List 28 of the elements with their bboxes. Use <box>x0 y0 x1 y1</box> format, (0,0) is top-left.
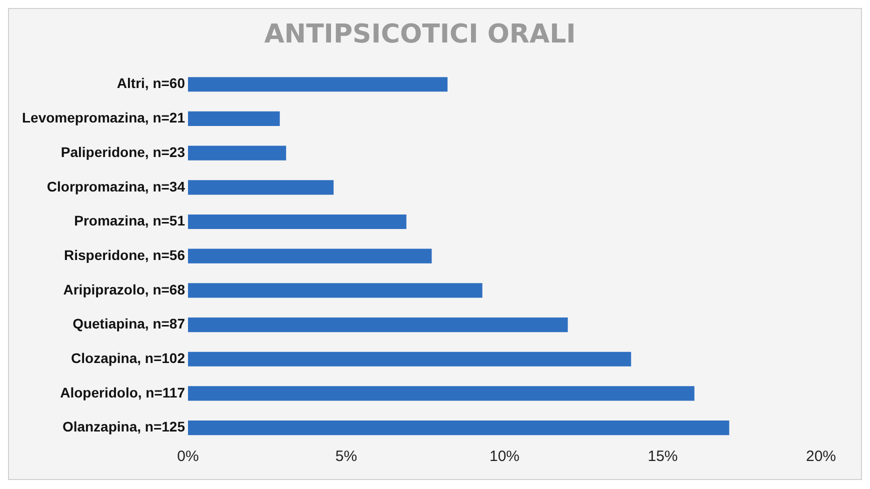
y-tick-label: Promazina, n=51 <box>74 212 186 229</box>
y-tick-label: Aripiprazolo, n=68 <box>63 281 186 298</box>
bar <box>188 111 280 126</box>
y-tick-label: Altri, n=60 <box>116 75 186 92</box>
y-tick-label: Olanzapina, n=125 <box>62 418 186 435</box>
x-tick-label: 5% <box>335 448 358 466</box>
y-tick-label: Aloperidolo, n=117 <box>60 384 186 400</box>
y-tick-label: Paliperidone, n=23 <box>60 144 186 160</box>
bar <box>188 283 482 298</box>
bar <box>188 352 632 366</box>
x-tick-label: 0% <box>177 448 199 466</box>
x-tick-label: 15% <box>648 448 678 466</box>
chart-title: ANTIPSICOTICI ORALI <box>264 19 576 50</box>
x-tick-label: 20% <box>806 448 836 466</box>
bar <box>188 146 286 160</box>
bar <box>188 214 406 230</box>
bar <box>188 420 730 436</box>
x-tick-label: 10% <box>489 448 520 466</box>
bar <box>188 180 334 195</box>
bar <box>188 386 694 401</box>
y-tick-label: Risperidone, n=56 <box>64 246 186 263</box>
bar <box>188 317 568 332</box>
y-tick-label: Levomepromazina, n=21 <box>22 110 186 126</box>
y-tick-label: Clozapina, n=102 <box>71 350 186 366</box>
y-tick-label: Quetiapina, n=87 <box>72 316 186 332</box>
y-tick-label: Clorpromazina, n=34 <box>46 178 186 194</box>
bar <box>188 77 448 92</box>
bar <box>188 248 432 264</box>
